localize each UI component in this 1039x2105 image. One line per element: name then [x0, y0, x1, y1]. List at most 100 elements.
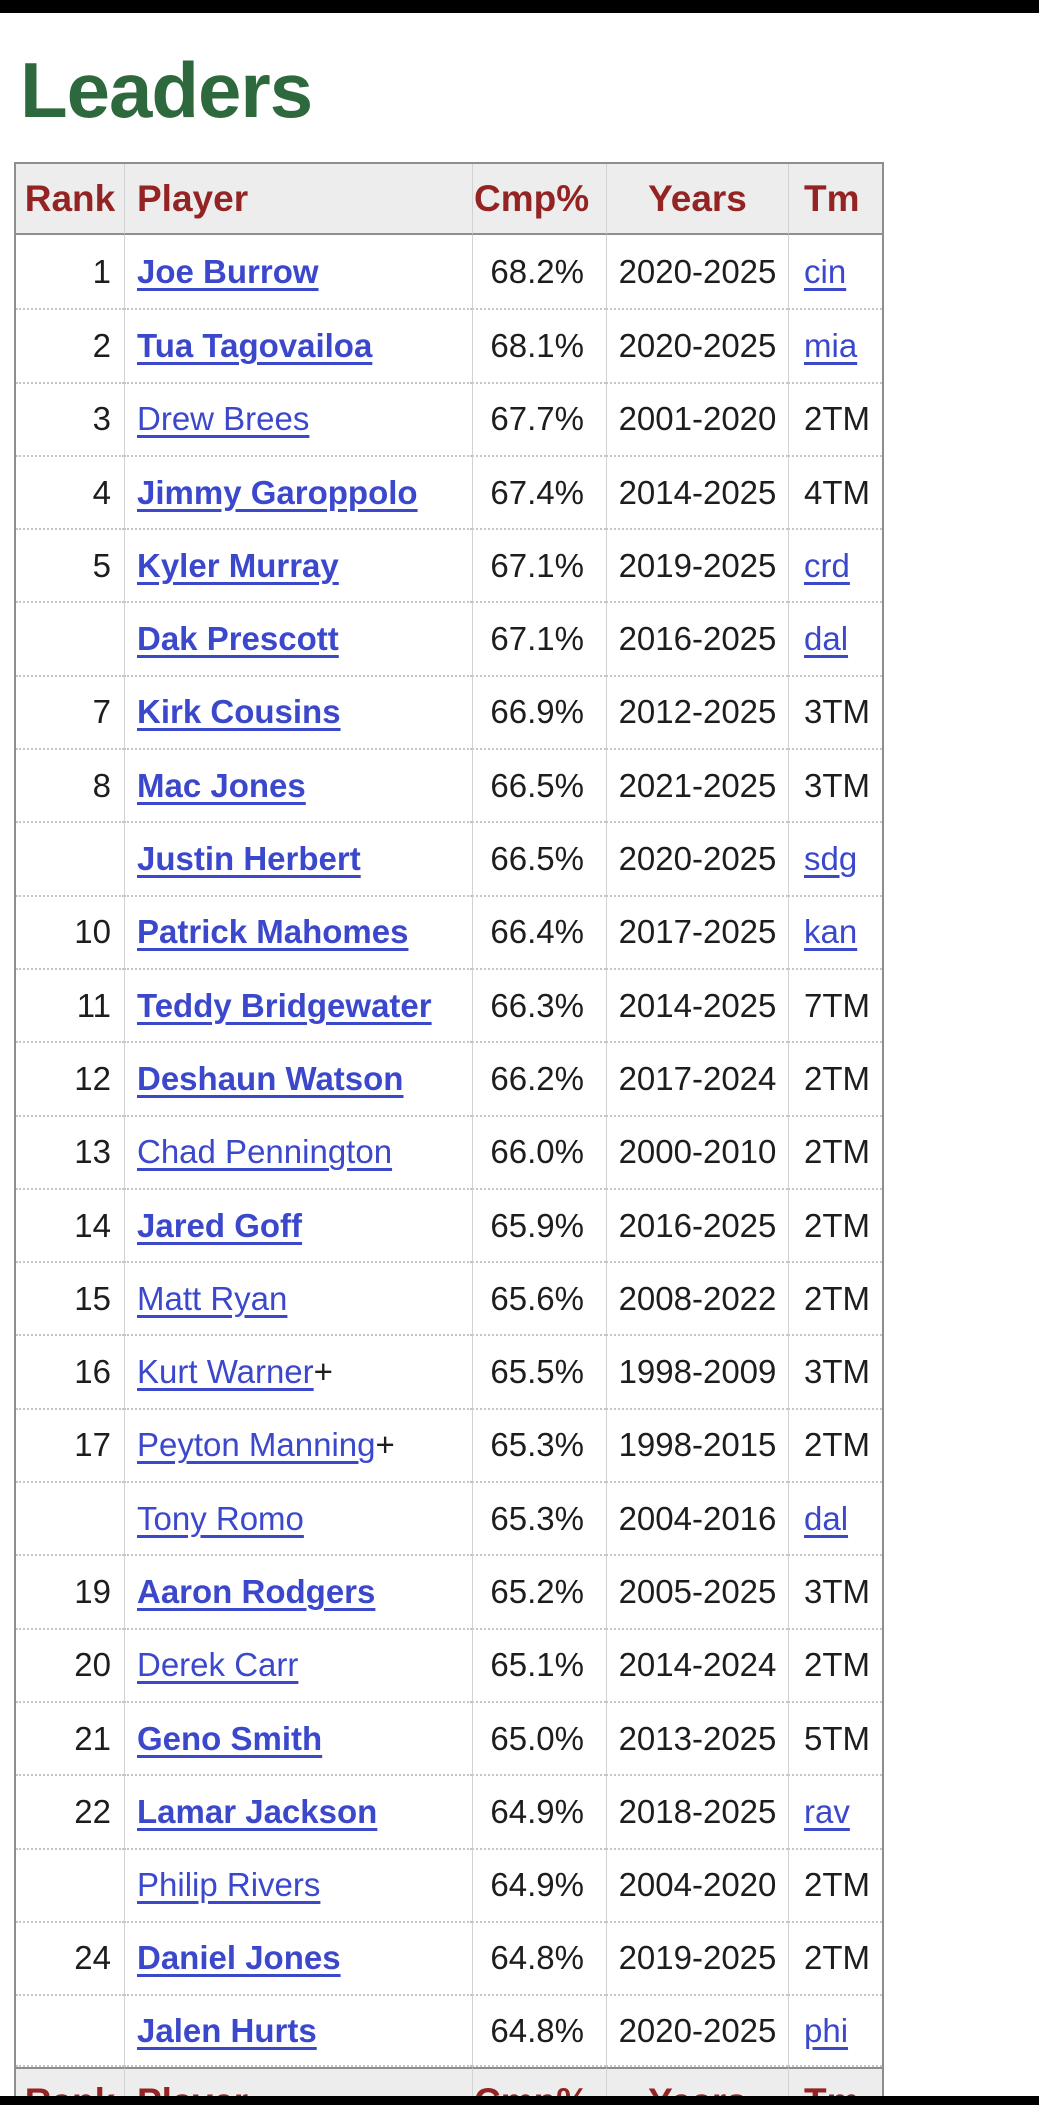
team-link[interactable]: dal [804, 1499, 849, 1537]
player-cell: Jared Goff [124, 1187, 472, 1262]
rank-cell: 8 [16, 748, 124, 822]
cmp-pct-cell: 65.1% [472, 1627, 606, 1701]
top-black-bar [0, 0, 1039, 13]
rank-cell [16, 1847, 124, 1921]
player-cell: Tua Tagovailoa [124, 308, 472, 382]
cmp-pct-cell: 66.4% [472, 894, 606, 968]
player-link[interactable]: Kirk Cousins [137, 693, 341, 731]
player-cell: Justin Herbert [124, 821, 472, 895]
table-row: 17 Peyton Manning+ 65.3% 1998-2015 2TM [16, 1407, 882, 1482]
team-value: 3TM [804, 1572, 870, 1610]
player-link[interactable]: Philip Rivers [137, 1866, 321, 1904]
team-value: 7TM [804, 986, 870, 1024]
team-link[interactable]: crd [804, 546, 850, 584]
table-row: 4 Jimmy Garoppolo 67.4% 2014-2025 4TM [16, 454, 882, 529]
table-row: Jalen Hurts 64.8% 2020-2025 phi [16, 1994, 882, 2068]
player-cell: Kurt Warner+ [124, 1334, 472, 1408]
team-value: 2TM [804, 1426, 870, 1464]
player-link[interactable]: Kurt Warner [137, 1353, 314, 1391]
player-link[interactable]: Matt Ryan [137, 1279, 288, 1317]
player-link[interactable]: Mac Jones [137, 766, 306, 804]
team-link[interactable]: phi [804, 2011, 849, 2049]
player-link[interactable]: Kyler Murray [137, 546, 339, 584]
player-link[interactable]: Dak Prescott [137, 620, 339, 658]
years-cell: 2000-2010 [606, 1114, 788, 1188]
player-link[interactable]: Geno Smith [137, 1719, 323, 1757]
table-row: Justin Herbert 66.5% 2020-2025 sdg [16, 821, 882, 895]
player-cell: Daniel Jones [124, 1920, 472, 1995]
table-row: 15 Matt Ryan 65.6% 2008-2022 2TM [16, 1261, 882, 1335]
player-link[interactable]: Drew Brees [137, 400, 310, 438]
team-value: 2TM [804, 1059, 870, 1097]
player-link[interactable]: Joe Burrow [137, 252, 319, 290]
player-link[interactable]: Peyton Manning [137, 1426, 376, 1464]
years-cell: 2014-2024 [606, 1627, 788, 1701]
team-link[interactable]: kan [804, 913, 858, 951]
player-cell: Geno Smith [124, 1700, 472, 1775]
years-cell: 2004-2020 [606, 1847, 788, 1921]
rank-cell: 13 [16, 1114, 124, 1188]
player-link[interactable]: Jimmy Garoppolo [137, 473, 418, 511]
years-cell: 2018-2025 [606, 1774, 788, 1848]
player-link[interactable]: Tony Romo [137, 1499, 304, 1537]
rank-cell [16, 1994, 124, 2068]
table-row: 5 Kyler Murray 67.1% 2019-2025 crd [16, 528, 882, 602]
team-cell: 2TM [788, 1627, 882, 1701]
team-link[interactable]: mia [804, 326, 858, 364]
cmp-pct-cell: 65.9% [472, 1187, 606, 1262]
rank-cell [16, 601, 124, 675]
team-cell: 3TM [788, 674, 882, 749]
player-link[interactable]: Teddy Bridgewater [137, 986, 432, 1024]
team-value: 3TM [804, 1353, 870, 1391]
team-cell: mia [788, 308, 882, 382]
hall-of-fame-plus: + [375, 1426, 395, 1464]
player-cell: Drew Brees [124, 381, 472, 455]
player-link[interactable]: Patrick Mahomes [137, 913, 409, 951]
player-link[interactable]: Jared Goff [137, 1206, 303, 1244]
team-value: 4TM [804, 473, 870, 511]
player-link[interactable]: Chad Pennington [137, 1133, 393, 1171]
table-row: 8 Mac Jones 66.5% 2021-2025 3TM [16, 748, 882, 822]
team-link[interactable]: cin [804, 252, 847, 290]
team-value: 2TM [804, 400, 870, 438]
col-header-tm: Tm [788, 164, 882, 235]
col-header-player: Player [124, 164, 472, 235]
table-row: 1 Joe Burrow 68.2% 2020-2025 cin [16, 235, 882, 309]
team-link[interactable]: sdg [804, 840, 858, 878]
player-cell: Jimmy Garoppolo [124, 454, 472, 529]
player-link[interactable]: Deshaun Watson [137, 1059, 404, 1097]
player-cell: Mac Jones [124, 748, 472, 822]
cmp-pct-cell: 65.3% [472, 1407, 606, 1482]
player-link[interactable]: Tua Tagovailoa [137, 326, 373, 364]
team-cell: 7TM [788, 967, 882, 1042]
years-cell: 2014-2025 [606, 454, 788, 529]
rank-cell: 5 [16, 528, 124, 602]
years-cell: 2020-2025 [606, 1994, 788, 2068]
years-cell: 1998-2015 [606, 1407, 788, 1482]
cmp-pct-cell: 66.9% [472, 674, 606, 749]
team-value: 2TM [804, 1866, 870, 1904]
cmp-pct-cell: 67.1% [472, 528, 606, 602]
team-cell: sdg [788, 821, 882, 895]
cmp-pct-cell: 65.6% [472, 1261, 606, 1335]
years-cell: 2005-2025 [606, 1554, 788, 1628]
player-link[interactable]: Aaron Rodgers [137, 1572, 376, 1610]
team-cell: dal [788, 1481, 882, 1555]
team-link[interactable]: rav [804, 1792, 850, 1830]
team-cell: 2TM [788, 1920, 882, 1995]
player-link[interactable]: Daniel Jones [137, 1939, 341, 1977]
rank-cell [16, 1481, 124, 1555]
player-link[interactable]: Justin Herbert [137, 840, 361, 878]
table-header-row: Rank Player Cmp% Years Tm [16, 164, 882, 235]
team-value: 2TM [804, 1206, 870, 1244]
years-cell: 2014-2025 [606, 967, 788, 1042]
player-link[interactable]: Lamar Jackson [137, 1792, 378, 1830]
table-row: Tony Romo 65.3% 2004-2016 dal [16, 1481, 882, 1555]
table-row: Dak Prescott 67.1% 2016-2025 dal [16, 601, 882, 675]
rank-cell: 22 [16, 1774, 124, 1848]
team-value: 3TM [804, 766, 870, 804]
player-link[interactable]: Jalen Hurts [137, 2011, 317, 2049]
years-cell: 2017-2024 [606, 1041, 788, 1115]
team-link[interactable]: dal [804, 620, 849, 658]
player-link[interactable]: Derek Carr [137, 1646, 299, 1684]
